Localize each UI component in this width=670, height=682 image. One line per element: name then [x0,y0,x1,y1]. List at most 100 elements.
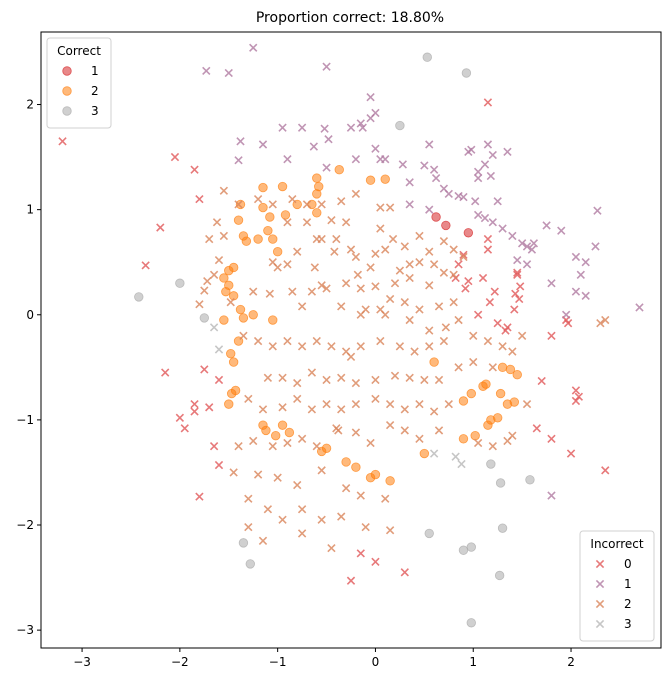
data-point [405,260,414,269]
data-point [263,505,273,514]
data-point [327,543,336,553]
data-point [199,313,210,323]
data-point [321,443,332,453]
data-point [221,286,231,297]
data-point [371,557,380,566]
data-point [334,426,343,435]
data-point [449,297,458,307]
data-point [441,220,451,231]
legend-label: 1 [624,577,632,591]
data-point [258,182,268,193]
data-point [283,336,292,346]
data-point [249,43,258,52]
data-point [249,287,258,296]
data-point [317,234,326,244]
data-point [522,399,532,409]
data-point [510,305,519,314]
data-point [400,405,409,414]
data-point [390,279,400,288]
data-point [297,342,307,351]
data-point [234,442,243,451]
data-point [381,310,390,319]
data-point [429,407,439,416]
data-point [576,270,585,279]
data-point [312,189,322,199]
data-point [226,388,237,399]
data-point [161,368,170,377]
data-point [265,212,275,222]
data-point [271,430,281,441]
data-point [234,200,243,209]
data-point [203,276,212,286]
data-point [400,297,409,307]
data-point [454,260,463,269]
data-point [302,218,312,227]
data-point [258,202,268,213]
data-point [405,373,414,383]
data-point [283,218,292,227]
data-point [228,262,239,273]
data-point [493,197,502,206]
data-point [563,319,573,328]
data-point [244,394,253,404]
data-point [351,155,361,164]
data-point [214,345,224,354]
data-point [388,234,398,244]
data-point [366,263,375,272]
data-point [141,261,150,270]
data-point [337,512,346,521]
data-point [480,213,490,223]
data-point [458,434,469,444]
data-point [341,484,351,493]
legend-label: 2 [624,597,632,611]
data-point [485,297,495,307]
data-point [156,223,165,232]
data-point [337,197,346,206]
data-point [351,399,361,409]
data-point [429,449,439,458]
data-point [381,245,390,254]
data-point [581,258,590,267]
data-point [376,336,385,346]
data-point [537,376,546,386]
data-point [483,140,493,149]
data-point [503,323,512,332]
data-point [238,313,249,323]
data-point [317,466,326,475]
data-point [547,491,556,500]
data-point [263,373,273,383]
data-point [322,163,331,172]
data-point [483,336,493,346]
data-point [278,373,287,383]
data-point [380,174,390,184]
data-point [385,476,395,486]
series-incorrect-1 [202,43,644,500]
data-point [508,347,517,356]
data-point [434,375,444,385]
data-point [385,294,395,304]
points-layer [58,43,644,628]
data-point [522,260,532,269]
series-incorrect-3 [209,323,466,469]
data-point [209,442,219,451]
data-point [195,300,204,309]
series-incorrect-0 [58,98,610,585]
data-point [229,468,238,477]
data-point [458,545,469,555]
data-point [258,536,268,545]
data-point [547,331,556,340]
data-point [473,438,483,448]
data-point [571,396,581,406]
data-point [513,255,522,265]
data-point [486,171,496,181]
legend-marker [62,66,72,76]
data-point [492,413,503,423]
data-point [395,120,405,131]
data-point [312,208,322,218]
data-point [233,215,244,225]
data-point [297,302,307,311]
data-point [202,66,211,76]
data-point [498,224,507,233]
data-point [214,460,224,470]
data-point [175,413,185,422]
